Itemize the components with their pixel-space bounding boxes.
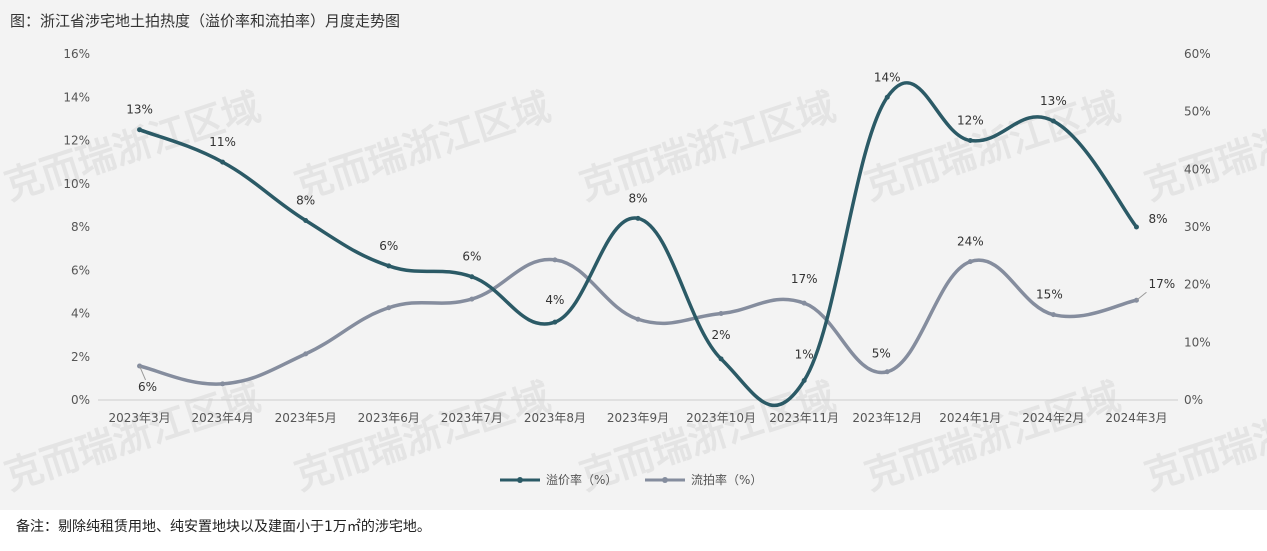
data-label-premium-rate: 8% (1148, 212, 1167, 226)
watermark-text: 克而瑞浙江区域 (289, 85, 556, 209)
watermark-text: 克而瑞浙江区域 (0, 375, 266, 499)
data-label-premium-rate: 14% (874, 70, 901, 84)
x-tick-label: 2024年1月 (939, 411, 1001, 425)
point-premium-rate (884, 94, 890, 100)
legend: 溢价率（%） 流拍率（%） (500, 472, 762, 487)
right-tick-label: 40% (1184, 162, 1211, 176)
x-tick-label: 2023年10月 (686, 411, 756, 425)
point-premium-rate (967, 138, 973, 143)
footnote: 备注：剔除纯租赁用地、纯安置地块以及建面小于1万㎡的涉宅地。 (16, 519, 431, 535)
point-failed-rate (635, 316, 641, 322)
x-tick-label: 2023年12月 (852, 411, 922, 425)
right-tick-label: 0% (1184, 393, 1203, 407)
left-tick-label: 0% (71, 393, 90, 407)
point-premium-rate (220, 159, 226, 165)
x-tick-label: 2023年6月 (358, 411, 420, 425)
chart-title: 图：浙江省涉宅地土拍热度（溢价率和流拍率）月度走势图 (10, 12, 401, 30)
legend-marker (517, 477, 523, 483)
point-premium-rate (386, 263, 392, 269)
data-label-premium-rate: 1% (795, 348, 814, 362)
left-tick-label: 16% (63, 47, 90, 61)
point-premium-rate (1050, 118, 1056, 124)
point-failed-rate (884, 369, 890, 375)
x-tick-label: 2023年7月 (441, 411, 503, 425)
left-tick-label: 6% (71, 263, 90, 277)
point-premium-rate (1133, 224, 1139, 230)
left-tick-label: 14% (63, 90, 90, 104)
data-label-premium-rate: 6% (462, 250, 481, 264)
series-layer (137, 81, 1139, 407)
point-premium-rate (718, 356, 724, 362)
right-tick-label: 60% (1184, 47, 1211, 61)
point-failed-rate (552, 257, 558, 263)
data-label-failed-rate: 17% (1148, 277, 1175, 291)
data-label-premium-rate: 6% (379, 239, 398, 253)
x-tick-label: 2024年2月 (1022, 411, 1084, 425)
x-tick-label: 2023年8月 (524, 411, 586, 425)
x-tick-label: 2023年11月 (769, 411, 839, 425)
point-premium-rate (552, 319, 558, 325)
left-tick-label: 4% (71, 307, 90, 321)
chart-frame (0, 0, 1267, 510)
left-tick-label: 10% (63, 177, 90, 191)
watermark-text: 克而瑞浙江区域 (1139, 375, 1267, 499)
x-tick-label: 2024年3月 (1105, 411, 1167, 425)
right-tick-label: 20% (1184, 278, 1211, 292)
x-tick-label: 2023年4月 (192, 411, 254, 425)
watermark-text: 克而瑞浙江区域 (574, 85, 841, 209)
data-label-premium-rate: 13% (126, 103, 153, 117)
right-tick-label: 10% (1184, 335, 1211, 349)
point-failed-rate (303, 351, 309, 357)
x-tick-label: 2023年9月 (607, 411, 669, 425)
right-axis: 0% 10% 20% 30% 40% 50% 60% (1184, 47, 1211, 407)
data-label-failed-rate: 6% (138, 380, 157, 394)
point-failed-rate (386, 305, 392, 311)
point-premium-rate (635, 215, 641, 221)
data-label-leader (1136, 291, 1147, 301)
chart-svg: 克而瑞浙江区域 克而瑞浙江区域 克而瑞浙江区域 克而瑞浙江区域 克而瑞浙江区域克而瑞浙江… (0, 47, 1267, 499)
left-axis: 0% 2% 4% 6% 8% 10% 12% 14% 16% (63, 47, 90, 407)
point-premium-rate (137, 127, 143, 133)
watermark-text: 克而瑞浙江区域 (859, 85, 1126, 209)
data-label-failed-rate: 5% (872, 347, 891, 361)
data-label-layer: 13% 11% 8% 6% 6% 4% 8% 2% 1% 14% 12% 13% 8% 6% 17% 5% 24… (126, 70, 1175, 394)
left-tick-label: 2% (71, 350, 90, 364)
legend-label: 溢价率（%） (546, 472, 617, 487)
point-failed-rate (469, 296, 475, 302)
data-label-leader (139, 365, 146, 381)
data-label-premium-rate: 11% (209, 135, 236, 149)
point-failed-rate (220, 381, 226, 387)
point-premium-rate (801, 378, 807, 384)
point-failed-rate (801, 300, 807, 306)
data-label-premium-rate: 13% (1040, 94, 1067, 108)
left-tick-label: 12% (63, 134, 90, 148)
series-line-failed-rate (137, 257, 1139, 386)
legend-marker (662, 477, 668, 483)
point-premium-rate (303, 218, 309, 224)
x-axis: 2023年3月 2023年4月 2023年5月 2023年6月 2023年7月 2023年… (108, 411, 1167, 425)
data-label-premium-rate: 4% (545, 293, 564, 307)
right-tick-label: 30% (1184, 220, 1211, 234)
x-tick-label: 2023年3月 (108, 411, 170, 425)
point-failed-rate (967, 259, 973, 265)
data-label-failed-rate: 15% (1036, 288, 1063, 302)
point-failed-rate (1050, 312, 1056, 318)
watermark-text: 克而瑞浙江区域 (1139, 85, 1267, 209)
data-label-premium-rate: 12% (957, 114, 984, 128)
point-premium-rate (469, 274, 475, 280)
watermark-text: 克而瑞浙江区域 (859, 375, 1126, 499)
legend-label: 流拍率（%） (691, 472, 762, 487)
x-tick-label: 2023年5月 (275, 411, 337, 425)
data-label-premium-rate: 2% (712, 328, 731, 342)
series-line-premium-rate (137, 81, 1139, 407)
data-label-failed-rate: 17% (791, 272, 818, 286)
right-tick-label: 50% (1184, 105, 1211, 119)
data-label-premium-rate: 8% (628, 191, 647, 205)
point-failed-rate (718, 311, 724, 316)
data-label-premium-rate: 8% (296, 194, 315, 208)
data-label-failed-rate: 24% (957, 235, 984, 249)
left-tick-label: 8% (71, 220, 90, 234)
